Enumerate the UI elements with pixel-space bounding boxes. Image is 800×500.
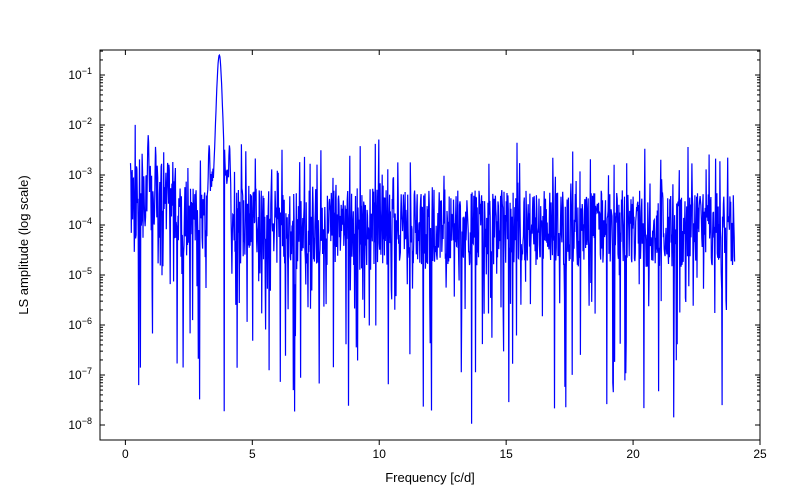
x-axis-label: Frequency [c/d] [385,470,475,485]
x-tick-label: 5 [249,447,256,461]
y-tick-label: 10−6 [68,316,92,332]
y-tick-label: 10−8 [68,416,92,432]
x-tick-label: 20 [626,447,640,461]
y-tick-label: 10−3 [68,166,92,182]
x-tick-label: 0 [122,447,129,461]
x-tick-label: 15 [499,447,513,461]
y-axis-label: LS amplitude (log scale) [16,175,31,314]
y-tick-label: 10−1 [68,66,92,82]
x-tick-label: 10 [373,447,387,461]
periodogram-line [131,55,735,424]
periodogram-chart: 0 5 10 15 20 25 10−8 10−7 10−6 10−5 10−4 10−3 10−2 10… [0,0,800,500]
chart-svg: 0 5 10 15 20 25 10−8 10−7 10−6 10−5 10−4 10−3 10−2 10… [0,0,800,500]
y-tick-label: 10−4 [68,216,92,232]
y-tick-label: 10−7 [68,366,92,382]
x-tick-label: 25 [753,447,767,461]
y-tick-label: 10−2 [68,116,92,132]
y-tick-label: 10−5 [68,266,92,282]
